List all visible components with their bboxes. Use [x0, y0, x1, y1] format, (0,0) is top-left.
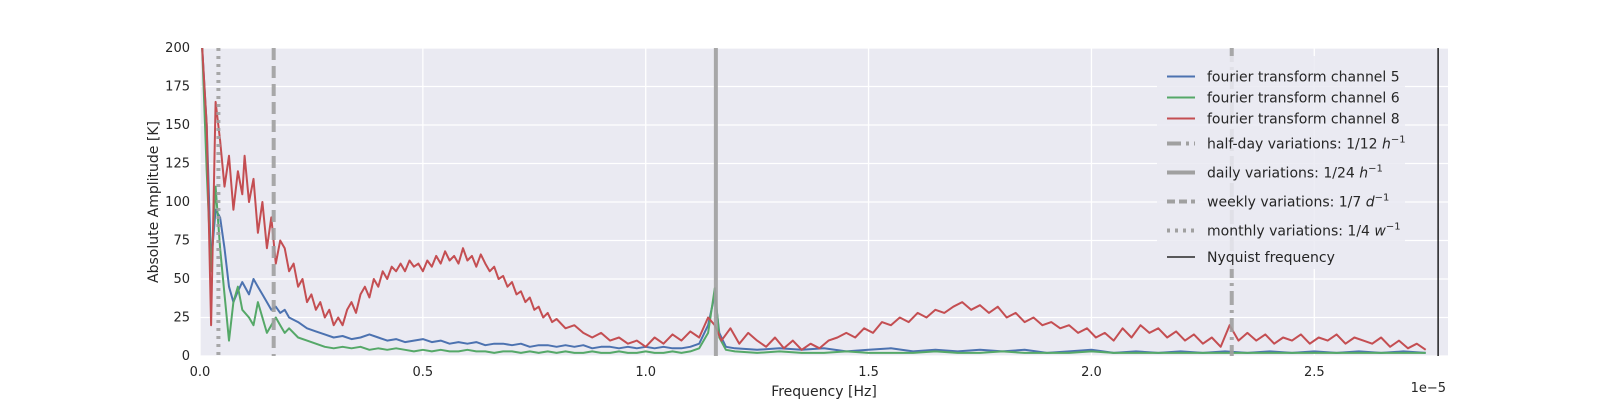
x-tick-label: 1.5 — [858, 365, 879, 380]
series-line-2 — [201, 48, 1426, 354]
y-axis-label: Absolute Amplitude [K] — [146, 121, 162, 283]
legend: fourier transform channel 5 fourier trans… — [1157, 56, 1406, 269]
y-tick-label: 0 — [182, 349, 190, 364]
legend-label-2: fourier transform channel 6 — [1207, 91, 1400, 107]
x-axis-label: Frequency [Hz] — [771, 384, 877, 400]
x-tick-label: 1.0 — [635, 365, 656, 380]
axis-ticks: 0.0 0.5 1.0 1.5 2.0 2.5 0 25 50 75 100 125 150 175 200 — [165, 41, 1324, 380]
x-offset-label: 1e−5 — [1411, 381, 1446, 396]
x-tick-label: 2.0 — [1081, 365, 1102, 380]
y-tick-label: 150 — [165, 118, 190, 133]
legend-label-7: monthly variations: 1/4 w−1 — [1207, 222, 1401, 240]
legend-label-1: fourier transform channel 5 — [1207, 70, 1400, 86]
legend-label-8: Nyquist frequency — [1207, 250, 1335, 266]
legend-label-3: fourier transform channel 8 — [1207, 112, 1400, 128]
x-tick-label: 2.5 — [1304, 365, 1325, 380]
y-tick-label: 175 — [165, 80, 190, 95]
x-tick-label: 0.0 — [190, 365, 211, 380]
legend-label-5: daily variations: 1/24 h−1 — [1207, 164, 1383, 182]
y-tick-label: 75 — [173, 234, 190, 249]
y-tick-label: 100 — [165, 195, 190, 210]
y-tick-label: 125 — [165, 157, 190, 172]
legend-box — [1157, 56, 1405, 269]
x-tick-label: 0.5 — [413, 365, 434, 380]
series-line-3 — [201, 48, 1427, 351]
y-tick-label: 50 — [173, 272, 190, 287]
y-tick-label: 200 — [165, 41, 190, 56]
legend-label-4: half-day variations: 1/12 h−1 — [1207, 135, 1406, 153]
legend-label-6: weekly variations: 1/7 d−1 — [1207, 193, 1389, 211]
y-tick-label: 25 — [173, 311, 190, 326]
